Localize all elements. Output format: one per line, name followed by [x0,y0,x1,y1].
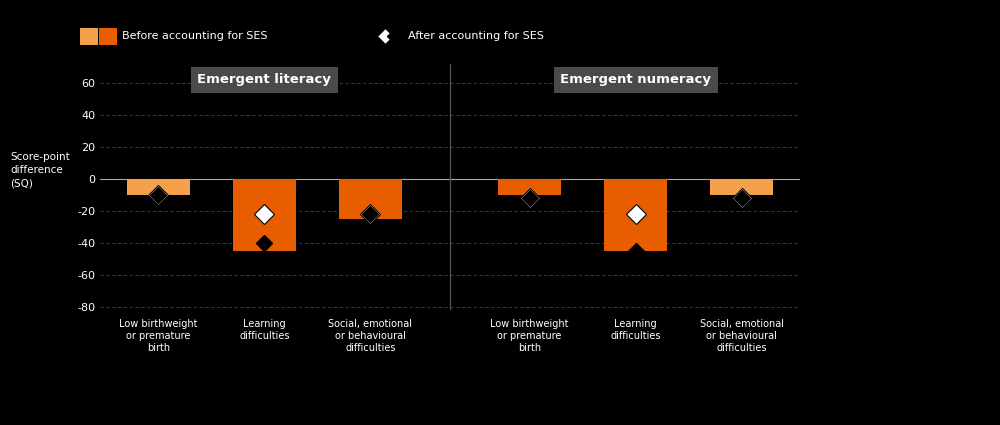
Bar [339,179,402,219]
Text: Emergent numeracy: Emergent numeracy [560,73,711,86]
Text: Score-point
difference
(SQ): Score-point difference (SQ) [10,152,70,188]
Bar [127,179,190,195]
Bar [604,179,667,251]
Text: After accounting for SES: After accounting for SES [408,31,544,41]
Bar [710,179,773,195]
Bar [498,179,561,195]
Text: Emergent literacy: Emergent literacy [197,73,331,86]
Bar [233,179,296,251]
Text: Children who
experienced early
difficulties had
lower mean scores
than children
: Children who experienced early difficult… [830,130,962,238]
Text: Before accounting for SES: Before accounting for SES [122,31,268,41]
